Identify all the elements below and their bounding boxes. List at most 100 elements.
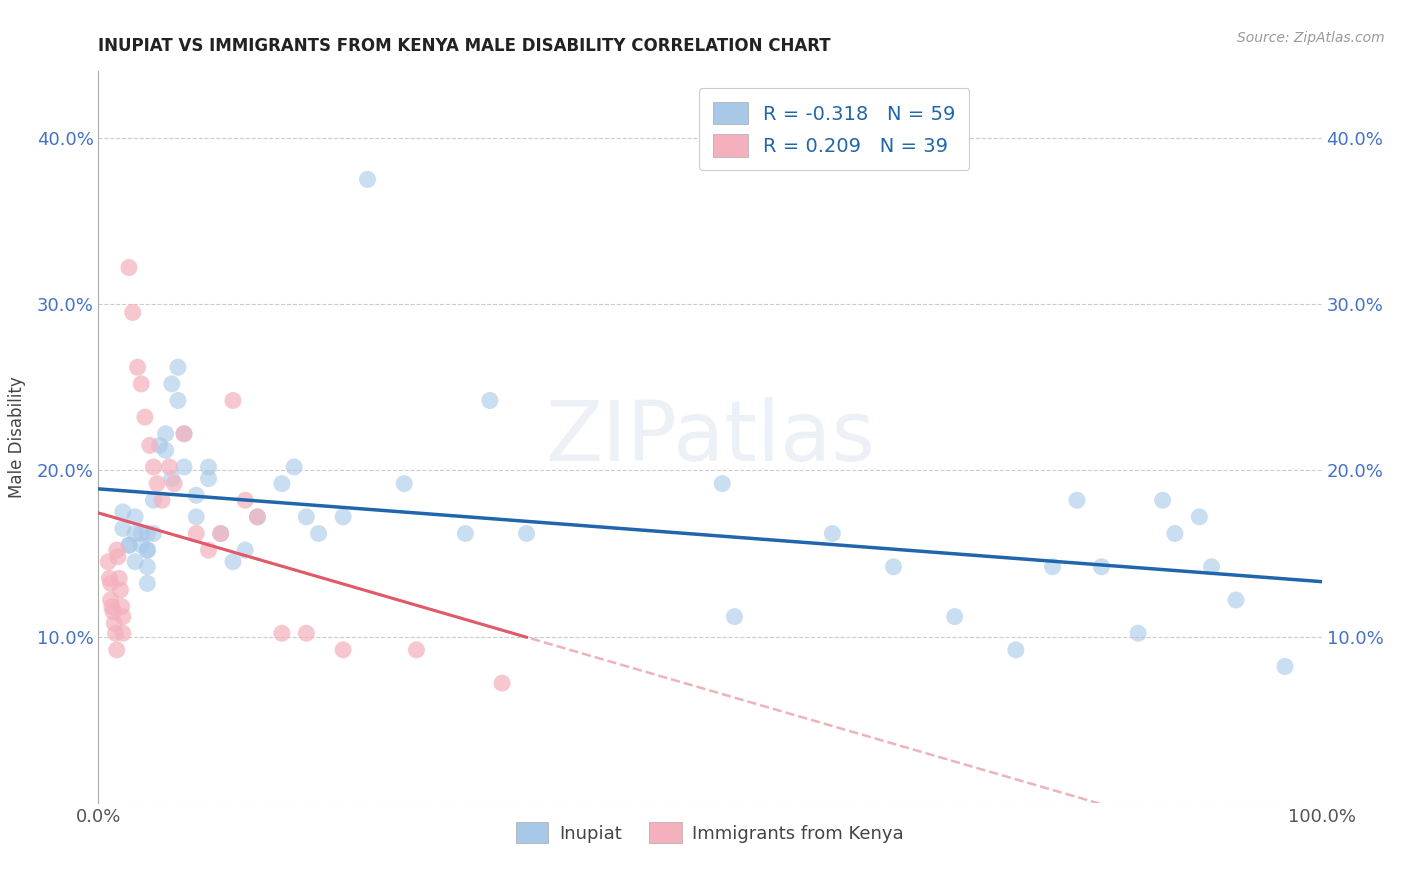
Legend: Inupiat, Immigrants from Kenya: Inupiat, Immigrants from Kenya bbox=[508, 814, 912, 852]
Point bbox=[246, 509, 269, 524]
Point bbox=[129, 526, 152, 541]
Point bbox=[1090, 559, 1112, 574]
Point bbox=[136, 543, 159, 558]
Point bbox=[295, 626, 318, 640]
Point bbox=[233, 543, 256, 558]
Point bbox=[209, 526, 232, 541]
Point bbox=[491, 676, 513, 690]
Point bbox=[711, 476, 734, 491]
Point bbox=[478, 393, 501, 408]
Point bbox=[883, 559, 905, 574]
Point bbox=[127, 360, 149, 375]
Point bbox=[173, 426, 195, 441]
Point bbox=[1128, 626, 1150, 640]
Point bbox=[356, 172, 378, 186]
Point bbox=[270, 626, 294, 640]
Point bbox=[98, 571, 121, 585]
Point bbox=[332, 509, 354, 524]
Point bbox=[118, 260, 141, 275]
Point bbox=[392, 476, 416, 491]
Point bbox=[136, 543, 159, 558]
Point bbox=[270, 476, 294, 491]
Point bbox=[110, 582, 132, 597]
Point bbox=[1188, 509, 1211, 524]
Point bbox=[1066, 493, 1088, 508]
Point bbox=[124, 509, 146, 524]
Point bbox=[108, 571, 131, 585]
Point bbox=[160, 472, 183, 486]
Point bbox=[308, 526, 330, 541]
Point bbox=[139, 438, 162, 452]
Point bbox=[124, 526, 146, 541]
Point bbox=[1225, 593, 1247, 607]
Point bbox=[104, 626, 127, 640]
Point bbox=[233, 493, 256, 508]
Point bbox=[118, 538, 141, 552]
Point bbox=[821, 526, 844, 541]
Point bbox=[105, 543, 128, 558]
Point bbox=[167, 393, 190, 408]
Point bbox=[129, 376, 152, 391]
Point bbox=[105, 643, 128, 657]
Point bbox=[101, 605, 124, 619]
Point bbox=[515, 526, 537, 541]
Point bbox=[405, 643, 427, 657]
Point bbox=[157, 460, 180, 475]
Point bbox=[222, 555, 245, 569]
Point bbox=[111, 505, 134, 519]
Point bbox=[1164, 526, 1187, 541]
Point bbox=[155, 443, 177, 458]
Point bbox=[146, 476, 169, 491]
Point bbox=[173, 460, 195, 475]
Point bbox=[1274, 659, 1296, 673]
Point bbox=[142, 460, 165, 475]
Point bbox=[163, 476, 186, 491]
Point bbox=[246, 509, 269, 524]
Point bbox=[1042, 559, 1064, 574]
Text: Source: ZipAtlas.com: Source: ZipAtlas.com bbox=[1237, 31, 1385, 45]
Point bbox=[209, 526, 232, 541]
Point bbox=[283, 460, 305, 475]
Point bbox=[186, 488, 208, 502]
Point bbox=[186, 526, 208, 541]
Point bbox=[136, 526, 159, 541]
Point bbox=[155, 426, 177, 441]
Point bbox=[107, 549, 129, 564]
Text: ZIPatlas: ZIPatlas bbox=[546, 397, 875, 477]
Point bbox=[136, 559, 159, 574]
Point bbox=[101, 599, 124, 614]
Point bbox=[222, 393, 245, 408]
Point bbox=[943, 609, 966, 624]
Text: INUPIAT VS IMMIGRANTS FROM KENYA MALE DISABILITY CORRELATION CHART: INUPIAT VS IMMIGRANTS FROM KENYA MALE DI… bbox=[98, 37, 831, 54]
Point bbox=[111, 599, 134, 614]
Point bbox=[129, 538, 152, 552]
Point bbox=[111, 609, 134, 624]
Point bbox=[167, 360, 190, 375]
Point bbox=[100, 576, 122, 591]
Point bbox=[197, 472, 219, 486]
Point bbox=[173, 426, 195, 441]
Point bbox=[1004, 643, 1026, 657]
Point bbox=[136, 576, 159, 591]
Point bbox=[186, 509, 208, 524]
Point bbox=[295, 509, 318, 524]
Point bbox=[197, 543, 219, 558]
Point bbox=[160, 376, 183, 391]
Point bbox=[723, 609, 745, 624]
Point bbox=[1201, 559, 1223, 574]
Point bbox=[121, 305, 143, 319]
Point bbox=[1152, 493, 1174, 508]
Point bbox=[454, 526, 477, 541]
Point bbox=[100, 593, 122, 607]
Point bbox=[103, 616, 125, 631]
Y-axis label: Male Disability: Male Disability bbox=[7, 376, 25, 498]
Point bbox=[332, 643, 354, 657]
Point bbox=[150, 493, 173, 508]
Point bbox=[111, 521, 134, 535]
Point bbox=[97, 555, 120, 569]
Point bbox=[149, 438, 172, 452]
Point bbox=[134, 410, 156, 425]
Point bbox=[142, 526, 165, 541]
Point bbox=[118, 538, 141, 552]
Point bbox=[142, 493, 165, 508]
